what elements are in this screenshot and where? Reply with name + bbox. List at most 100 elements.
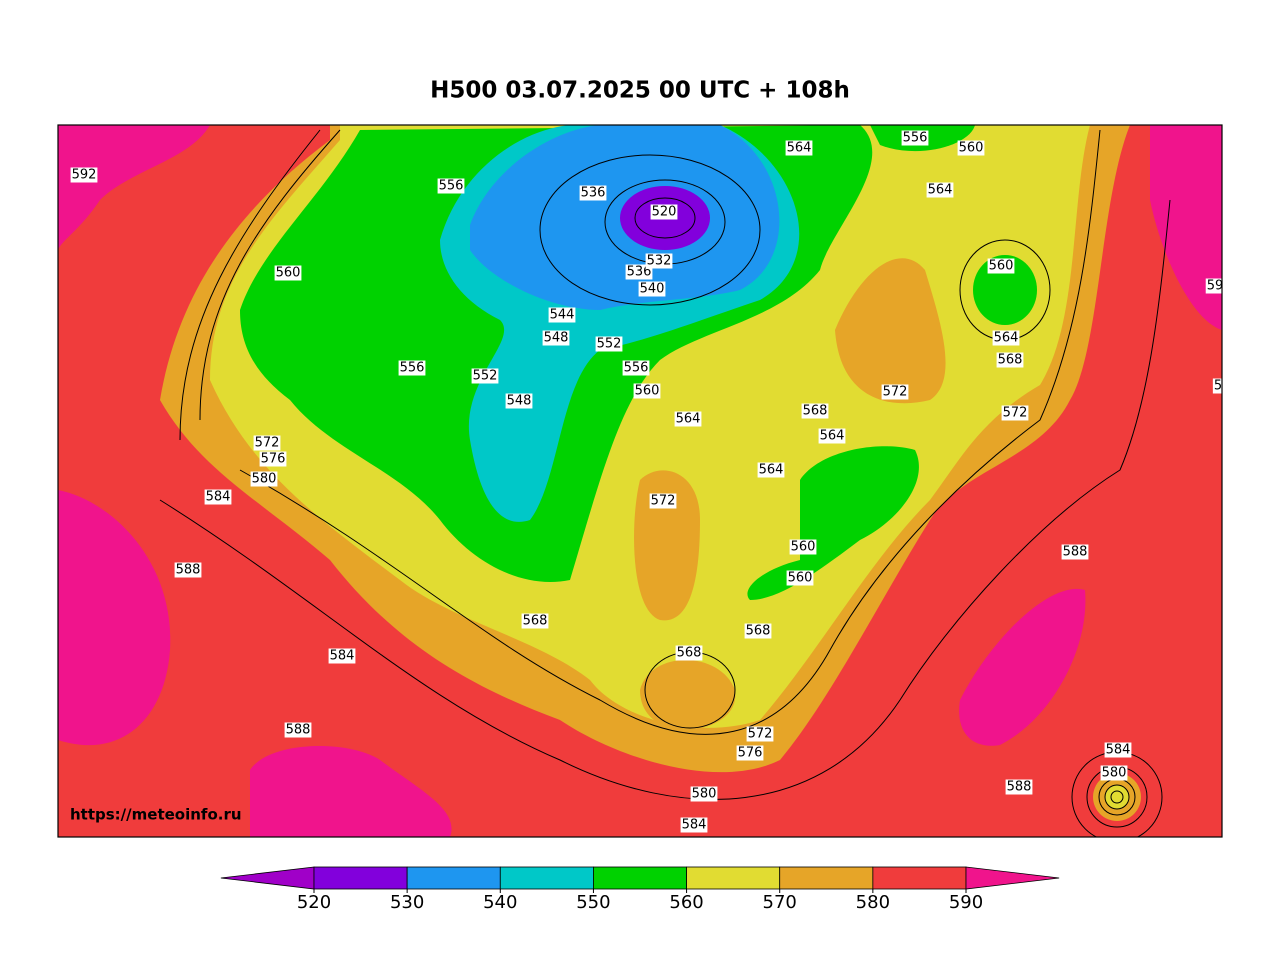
field-area <box>1105 785 1129 809</box>
contour-label-bg <box>284 722 312 738</box>
colorbar-segment <box>686 866 781 890</box>
contour-label-bg <box>579 185 607 201</box>
contour-label: 572 <box>1003 406 1028 421</box>
contour-label: 536 <box>581 186 606 201</box>
field-area <box>959 588 1086 746</box>
contour-label: 560 <box>989 259 1014 274</box>
contour-label-bg <box>789 539 817 555</box>
contour-label-bg <box>901 130 929 146</box>
contour-label: 584 <box>330 649 355 664</box>
colorbar-extend-high <box>965 866 1060 890</box>
contour-label-bg <box>1212 378 1222 394</box>
contour-label-bg <box>785 140 813 156</box>
contour-label-bg <box>622 360 650 376</box>
colorbar-tick-label: 560 <box>669 892 703 913</box>
contour-label: 544 <box>550 308 575 323</box>
contour-label-bg <box>1100 765 1128 781</box>
contour-label-bg <box>690 786 718 802</box>
contour-label-bg <box>801 403 829 419</box>
colorbar-segment <box>779 866 874 890</box>
contour-label: 59 <box>1207 279 1224 294</box>
contour-label-bg <box>595 336 623 352</box>
contour-label-bg <box>521 613 549 629</box>
watermark: https://meteoinfo.ru <box>70 806 242 824</box>
contour-label-bg <box>542 330 570 346</box>
contour-label-bg <box>957 140 985 156</box>
contour-label: 568 <box>998 353 1023 368</box>
contour-label-bg <box>675 645 703 661</box>
field-area <box>835 258 946 404</box>
contour-label-bg <box>987 258 1015 274</box>
contour-lines <box>159 129 1171 837</box>
contour-label: 568 <box>746 624 771 639</box>
contour-label-bg <box>204 489 232 505</box>
contour-label: 556 <box>400 361 425 376</box>
contour-label-bg <box>328 648 356 664</box>
contour-label-bg <box>505 393 533 409</box>
contour-label-bg <box>259 451 287 467</box>
contour-label: 560 <box>635 384 660 399</box>
contour-label: 564 <box>759 463 784 478</box>
contour-label-bg <box>680 817 708 833</box>
contour-label-bg <box>274 265 302 281</box>
contour-label-bg <box>437 178 465 194</box>
contour-label-bg <box>992 330 1020 346</box>
contour-label-bg <box>1001 405 1029 421</box>
contour-label: 564 <box>820 429 845 444</box>
contour-label-bg <box>1061 544 1089 560</box>
colorbar-tick-label: 580 <box>856 892 890 913</box>
contour-label: 556 <box>624 361 649 376</box>
contour-label: 592 <box>72 168 97 183</box>
contour-label: 580 <box>1102 766 1127 781</box>
contour-label: 588 <box>1063 545 1088 560</box>
contour-label-bg <box>70 167 98 183</box>
contour-label: 560 <box>791 540 816 555</box>
contour-label-bg <box>746 726 774 742</box>
contour-label: 572 <box>255 436 280 451</box>
contour-label: 568 <box>677 646 702 661</box>
contour-label: 572 <box>883 385 908 400</box>
contour-label: 588 <box>176 563 201 578</box>
map-frame <box>57 124 1223 838</box>
field-area <box>58 125 210 250</box>
contour-label: 556 <box>903 131 928 146</box>
contour-label: 572 <box>748 727 773 742</box>
colorbar-segment <box>313 866 408 890</box>
contour-label: 580 <box>252 472 277 487</box>
contour-label: 560 <box>959 141 984 156</box>
contour-label: 540 <box>640 282 665 297</box>
contour-label-bg <box>744 623 772 639</box>
contour-label: 552 <box>597 337 622 352</box>
contour-label: 564 <box>787 141 812 156</box>
contour-label: 580 <box>692 787 717 802</box>
contour-label-bg <box>736 745 764 761</box>
contour-label: 568 <box>803 404 828 419</box>
colorbar-extend-low <box>220 866 315 890</box>
contour-label-bg <box>881 384 909 400</box>
contour-label-bg <box>633 383 661 399</box>
colorbar-segment <box>872 866 967 890</box>
contour-label: 548 <box>544 331 569 346</box>
colorbar-segment <box>406 866 501 890</box>
contour-label-bg <box>1205 278 1222 294</box>
contour-label: 560 <box>276 266 301 281</box>
contour-label-bg <box>1104 742 1132 758</box>
colorbar-tick-label: 540 <box>483 892 517 913</box>
contour-label-bg <box>996 352 1024 368</box>
contour-label-bg <box>674 411 702 427</box>
contour-label: 556 <box>439 179 464 194</box>
contour-label-bg <box>649 493 677 509</box>
field-area <box>58 490 171 746</box>
contour-label-bg <box>1005 779 1033 795</box>
colorbar-tick-label: 520 <box>297 892 331 913</box>
contour-label: 576 <box>261 452 286 467</box>
contour-label: 5 <box>1214 379 1222 394</box>
contour-label: 536 <box>627 265 652 280</box>
contour-label-bg <box>174 562 202 578</box>
contour-label: 568 <box>523 614 548 629</box>
contour-label: 584 <box>1106 743 1131 758</box>
contour-label-bg <box>638 281 666 297</box>
contour-label-bg <box>757 462 785 478</box>
contour-label-bg <box>926 182 954 198</box>
